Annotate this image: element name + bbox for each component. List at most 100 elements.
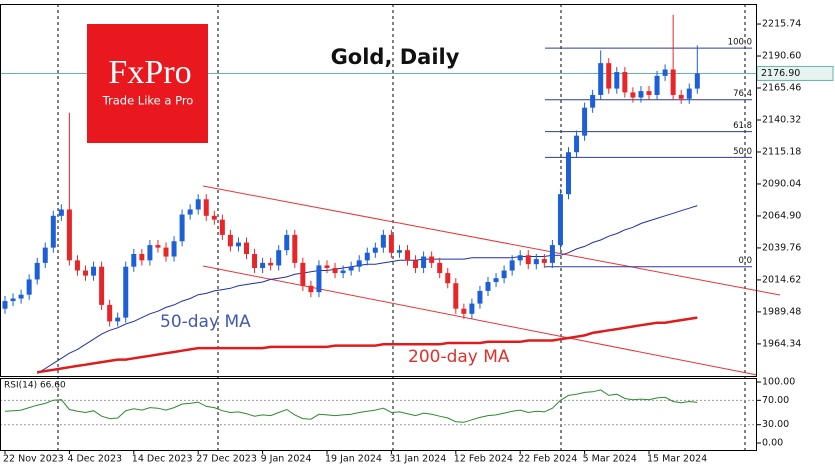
- candle-body: [405, 250, 410, 261]
- x-tick-label: 15 Mar 2024: [647, 454, 707, 465]
- y-tick-label: 1964.34: [762, 338, 801, 349]
- x-tick-label: 14 Dec 2023: [132, 454, 193, 465]
- x-tick-label: 31 Jan 2024: [389, 454, 446, 465]
- candle-body: [380, 234, 386, 248]
- candle-body: [670, 69, 676, 95]
- logo-box: [87, 24, 208, 143]
- candle-body: [244, 242, 249, 254]
- candle-body: [123, 266, 129, 318]
- x-tick-label: 22 Feb 2024: [518, 454, 577, 465]
- candle-body: [477, 290, 483, 304]
- y-tick-label: 2215.74: [762, 19, 801, 30]
- candle-body: [2, 301, 8, 309]
- x-tick-label: 12 Feb 2024: [454, 454, 513, 465]
- trend-channel: [202, 185, 781, 376]
- candle-body: [316, 265, 322, 293]
- y-tick-label: 2165.46: [762, 83, 801, 94]
- candle-body: [485, 281, 491, 291]
- candle-body: [147, 245, 153, 261]
- y-tick-label: 2064.90: [762, 210, 801, 221]
- candle-body: [179, 214, 185, 242]
- candle-body: [646, 91, 652, 95]
- candle-body: [533, 259, 539, 265]
- x-tick-label: 19 Jan 2024: [325, 454, 382, 465]
- candle-body: [171, 241, 177, 257]
- candle-body: [413, 260, 419, 268]
- candle-body: [437, 262, 443, 274]
- candle-body: [694, 73, 700, 89]
- candle-body: [517, 255, 523, 261]
- y-tick-label: 2115.18: [762, 146, 801, 157]
- x-tick-label: 4 Dec 2023: [67, 454, 122, 465]
- candle-body: [211, 215, 217, 220]
- fib-label: 0.0: [738, 256, 752, 266]
- tagline: Trade Like a Pro: [102, 94, 194, 108]
- candle-body: [461, 308, 467, 314]
- candle-body: [493, 278, 499, 282]
- candle-body: [83, 270, 88, 276]
- candle-body: [26, 279, 32, 295]
- candle-body: [525, 255, 531, 265]
- candle-body: [252, 253, 258, 268]
- candle-body: [276, 250, 282, 266]
- candle-body: [187, 209, 193, 215]
- rsi-title: RSI(14) 66.60: [4, 381, 66, 391]
- last-price-label: 2176.90: [761, 68, 800, 79]
- y-tick-label: 70.00: [762, 395, 789, 406]
- candle-body: [42, 247, 48, 263]
- candle-body: [541, 259, 547, 263]
- candle-body: [453, 283, 459, 309]
- candle-body: [107, 304, 113, 322]
- y-tick-label: 1989.48: [762, 306, 801, 317]
- y-tick-label: 100.00: [762, 377, 795, 388]
- y-tick-label: 0.00: [762, 437, 783, 448]
- x-tick-label: 22 Nov 2023: [3, 454, 64, 465]
- fib-label: 61.8: [733, 121, 752, 131]
- y-tick-label: 2190.60: [762, 51, 801, 62]
- rsi-frame: [0, 378, 757, 451]
- candle-body: [388, 234, 394, 253]
- chart-title: Gold, Daily: [331, 45, 460, 69]
- candle-body: [654, 75, 660, 95]
- candle-body: [469, 303, 475, 314]
- candle-body: [115, 317, 121, 322]
- plot: 2215.74 2190.60 2165.46 2140.32 2115.18 2090.…: [0, 14, 834, 465]
- candle-body: [260, 262, 266, 268]
- candle-body: [598, 63, 604, 95]
- candle-body: [324, 265, 330, 268]
- candle-body: [91, 266, 97, 276]
- candle-body: [227, 234, 233, 247]
- candle-body: [332, 267, 338, 274]
- candle-body: [582, 107, 588, 136]
- candle-body: [372, 247, 378, 253]
- candle-body: [58, 209, 64, 216]
- rsi-line: [4, 389, 698, 423]
- candle-body: [549, 245, 555, 263]
- candle-body: [356, 260, 362, 267]
- candle-body: [421, 256, 427, 268]
- candle-body: [300, 262, 306, 286]
- candle-body: [364, 252, 370, 261]
- candle-body: [622, 72, 628, 93]
- fib-label: 50.0: [733, 147, 752, 157]
- candle-body: [235, 242, 241, 247]
- candle-body: [99, 266, 105, 305]
- candle-body: [292, 234, 298, 263]
- y-tick-label: 2039.76: [762, 242, 801, 253]
- x-tick-label: 9 Jan 2024: [261, 454, 312, 465]
- y-tick-label: 2140.32: [762, 114, 801, 125]
- candle-body: [557, 194, 563, 246]
- candle-body: [268, 262, 274, 266]
- candle-body: [638, 91, 644, 98]
- ma50-label: 50-day MA: [160, 312, 251, 332]
- candle-body: [429, 256, 435, 263]
- y-tick-label: 2014.62: [762, 274, 801, 285]
- candle-body: [203, 199, 209, 216]
- candle-body: [686, 88, 692, 99]
- candle-body: [308, 285, 314, 293]
- main-frame: [0, 4, 757, 377]
- moving-average: [37, 316, 698, 374]
- candle-body: [574, 135, 580, 153]
- candle-body: [396, 250, 402, 253]
- y-tick-label: 30.00: [762, 419, 789, 430]
